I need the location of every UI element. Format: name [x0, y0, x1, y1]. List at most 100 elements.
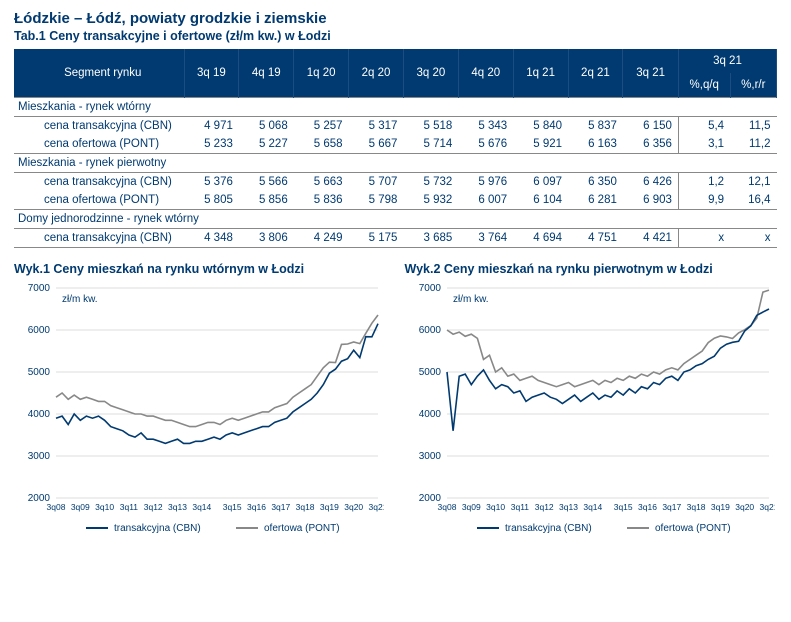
cell-value: 5 227	[239, 135, 294, 154]
cell-value: 6 350	[568, 173, 623, 192]
chart-2-svg: 200030004000500060007000zł/m kw.3q083q09…	[405, 280, 775, 540]
cell-value: 3 806	[239, 229, 294, 248]
svg-text:3q13: 3q13	[168, 502, 187, 512]
cell-value: 5 663	[294, 173, 349, 192]
cell-qq: 5,4	[678, 117, 730, 136]
header-period: 4q 19	[239, 49, 294, 98]
svg-text:3q11: 3q11	[120, 502, 139, 512]
cell-value: 3 764	[458, 229, 513, 248]
svg-text:3q20: 3q20	[735, 502, 754, 512]
cell-value: 5 317	[349, 117, 404, 136]
cell-value: 6 281	[568, 191, 623, 210]
cell-value: 5 837	[568, 117, 623, 136]
cell-value: 5 805	[184, 191, 239, 210]
svg-text:3q16: 3q16	[247, 502, 266, 512]
svg-text:ofertowa (PONT): ofertowa (PONT)	[264, 523, 340, 534]
cell-value: 4 751	[568, 229, 623, 248]
chart-2: Wyk.2 Ceny mieszkań na rynku pierwotnym …	[405, 262, 778, 543]
svg-text:3q09: 3q09	[71, 502, 90, 512]
cell-value: 4 249	[294, 229, 349, 248]
cell-rr: 11,2	[730, 135, 776, 154]
cell-value: 5 732	[403, 173, 458, 192]
header-segment: Segment rynku	[14, 49, 184, 98]
header-period: 2q 20	[349, 49, 404, 98]
table-header: Segment rynku3q 194q 191q 202q 203q 204q…	[14, 49, 777, 98]
page-title: Łódzkie – Łódź, powiaty grodzkie i ziems…	[14, 10, 777, 27]
svg-text:7000: 7000	[28, 283, 51, 294]
header-period: 1q 21	[513, 49, 568, 98]
table-body: Mieszkania - rynek wtórnycena transakcyj…	[14, 98, 777, 248]
svg-text:6000: 6000	[418, 325, 441, 336]
cell-value: 5 175	[349, 229, 404, 248]
chart-1: Wyk.1 Ceny mieszkań na rynku wtórnym w Ł…	[14, 262, 387, 543]
cell-value: 5 068	[239, 117, 294, 136]
cell-qq: 9,9	[678, 191, 730, 210]
svg-text:3q14: 3q14	[583, 502, 602, 512]
header-last-col: %,q/q	[678, 73, 730, 98]
cell-value: 5 798	[349, 191, 404, 210]
svg-text:3000: 3000	[28, 451, 51, 462]
svg-text:3q19: 3q19	[320, 502, 339, 512]
cell-value: 5 667	[349, 135, 404, 154]
group-label: Mieszkania - rynek wtórny	[14, 98, 777, 117]
cell-value: 6 097	[513, 173, 568, 192]
cell-value: 6 007	[458, 191, 513, 210]
header-last-group: 3q 21	[678, 49, 776, 73]
svg-text:transakcyjna (CBN): transakcyjna (CBN)	[505, 523, 592, 534]
svg-text:transakcyjna (CBN): transakcyjna (CBN)	[114, 523, 201, 534]
cell-rr: 16,4	[730, 191, 776, 210]
svg-text:3q10: 3q10	[95, 502, 114, 512]
group-label: Mieszkania - rynek pierwotny	[14, 154, 777, 173]
cell-qq: 3,1	[678, 135, 730, 154]
cell-value: 5 658	[294, 135, 349, 154]
cell-value: 5 257	[294, 117, 349, 136]
cell-qq: x	[678, 229, 730, 248]
cell-value: 4 694	[513, 229, 568, 248]
svg-text:ofertowa (PONT): ofertowa (PONT)	[655, 523, 731, 534]
row-label: cena transakcyjna (CBN)	[14, 117, 184, 136]
table-caption: Tab.1 Ceny transakcyjne i ofertowe (zł/m…	[14, 29, 777, 43]
header-period: 4q 20	[458, 49, 513, 98]
svg-text:3q13: 3q13	[559, 502, 578, 512]
cell-value: 5 343	[458, 117, 513, 136]
cell-value: 5 976	[458, 173, 513, 192]
cell-value: 6 150	[623, 117, 679, 136]
header-period: 3q 21	[623, 49, 679, 98]
svg-text:4000: 4000	[28, 409, 51, 420]
svg-text:3q10: 3q10	[486, 502, 505, 512]
cell-value: 4 421	[623, 229, 679, 248]
cell-value: 5 376	[184, 173, 239, 192]
cell-value: 4 971	[184, 117, 239, 136]
svg-text:3q09: 3q09	[461, 502, 480, 512]
header-last-col: %,r/r	[730, 73, 776, 98]
row-label: cena transakcyjna (CBN)	[14, 173, 184, 192]
header-period: 3q 20	[403, 49, 458, 98]
cell-rr: x	[730, 229, 776, 248]
cell-value: 6 903	[623, 191, 679, 210]
cell-value: 5 921	[513, 135, 568, 154]
svg-text:3q12: 3q12	[144, 502, 163, 512]
chart-1-title: Wyk.1 Ceny mieszkań na rynku wtórnym w Ł…	[14, 262, 387, 276]
svg-text:zł/m kw.: zł/m kw.	[453, 294, 489, 305]
svg-text:3q21: 3q21	[759, 502, 774, 512]
cell-rr: 12,1	[730, 173, 776, 192]
svg-text:7000: 7000	[418, 283, 441, 294]
cell-value: 4 348	[184, 229, 239, 248]
row-label: cena ofertowa (PONT)	[14, 191, 184, 210]
cell-qq: 1,2	[678, 173, 730, 192]
header-period: 3q 19	[184, 49, 239, 98]
svg-text:3000: 3000	[418, 451, 441, 462]
svg-text:3q21: 3q21	[369, 502, 384, 512]
cell-value: 5 932	[403, 191, 458, 210]
header-period: 2q 21	[568, 49, 623, 98]
svg-text:3q14: 3q14	[192, 502, 211, 512]
chart-1-svg: 200030004000500060007000zł/m kw.3q083q09…	[14, 280, 384, 540]
svg-text:3q12: 3q12	[534, 502, 553, 512]
cell-value: 6 356	[623, 135, 679, 154]
cell-value: 6 104	[513, 191, 568, 210]
group-label: Domy jednorodzinne - rynek wtórny	[14, 210, 777, 229]
svg-text:3q08: 3q08	[437, 502, 456, 512]
svg-text:3q15: 3q15	[223, 502, 242, 512]
svg-text:3q11: 3q11	[510, 502, 529, 512]
svg-text:3q18: 3q18	[686, 502, 705, 512]
